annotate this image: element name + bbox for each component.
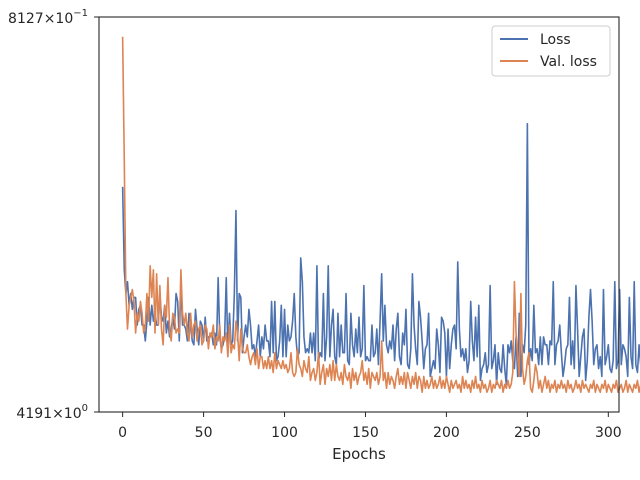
plot-frame [98,16,620,413]
legend-label-val-loss: Val. loss [540,54,597,70]
legend: Loss Val. loss [491,25,611,77]
x-tick-label: 50 [195,425,213,441]
x-axis: 0 50 100 150 200 250 300 [118,412,622,441]
series-line-val-loss [121,36,640,394]
x-tick-label: 150 [352,425,379,441]
x-tick-label: 200 [433,425,460,441]
y-tick-label-top: 8127×10−1 [8,8,88,27]
x-axis-label: Epochs [332,445,386,463]
series-layer [121,36,640,394]
x-tick-label: 250 [514,425,541,441]
y-axis: 8127×10−1 4191×100 [8,8,99,422]
y-tick-label-bottom: 4191×100 [16,403,88,422]
x-tick-label: 300 [595,425,622,441]
x-tick-label: 100 [271,425,298,441]
legend-label-loss: Loss [540,32,571,48]
x-tick-label: 0 [118,425,127,441]
